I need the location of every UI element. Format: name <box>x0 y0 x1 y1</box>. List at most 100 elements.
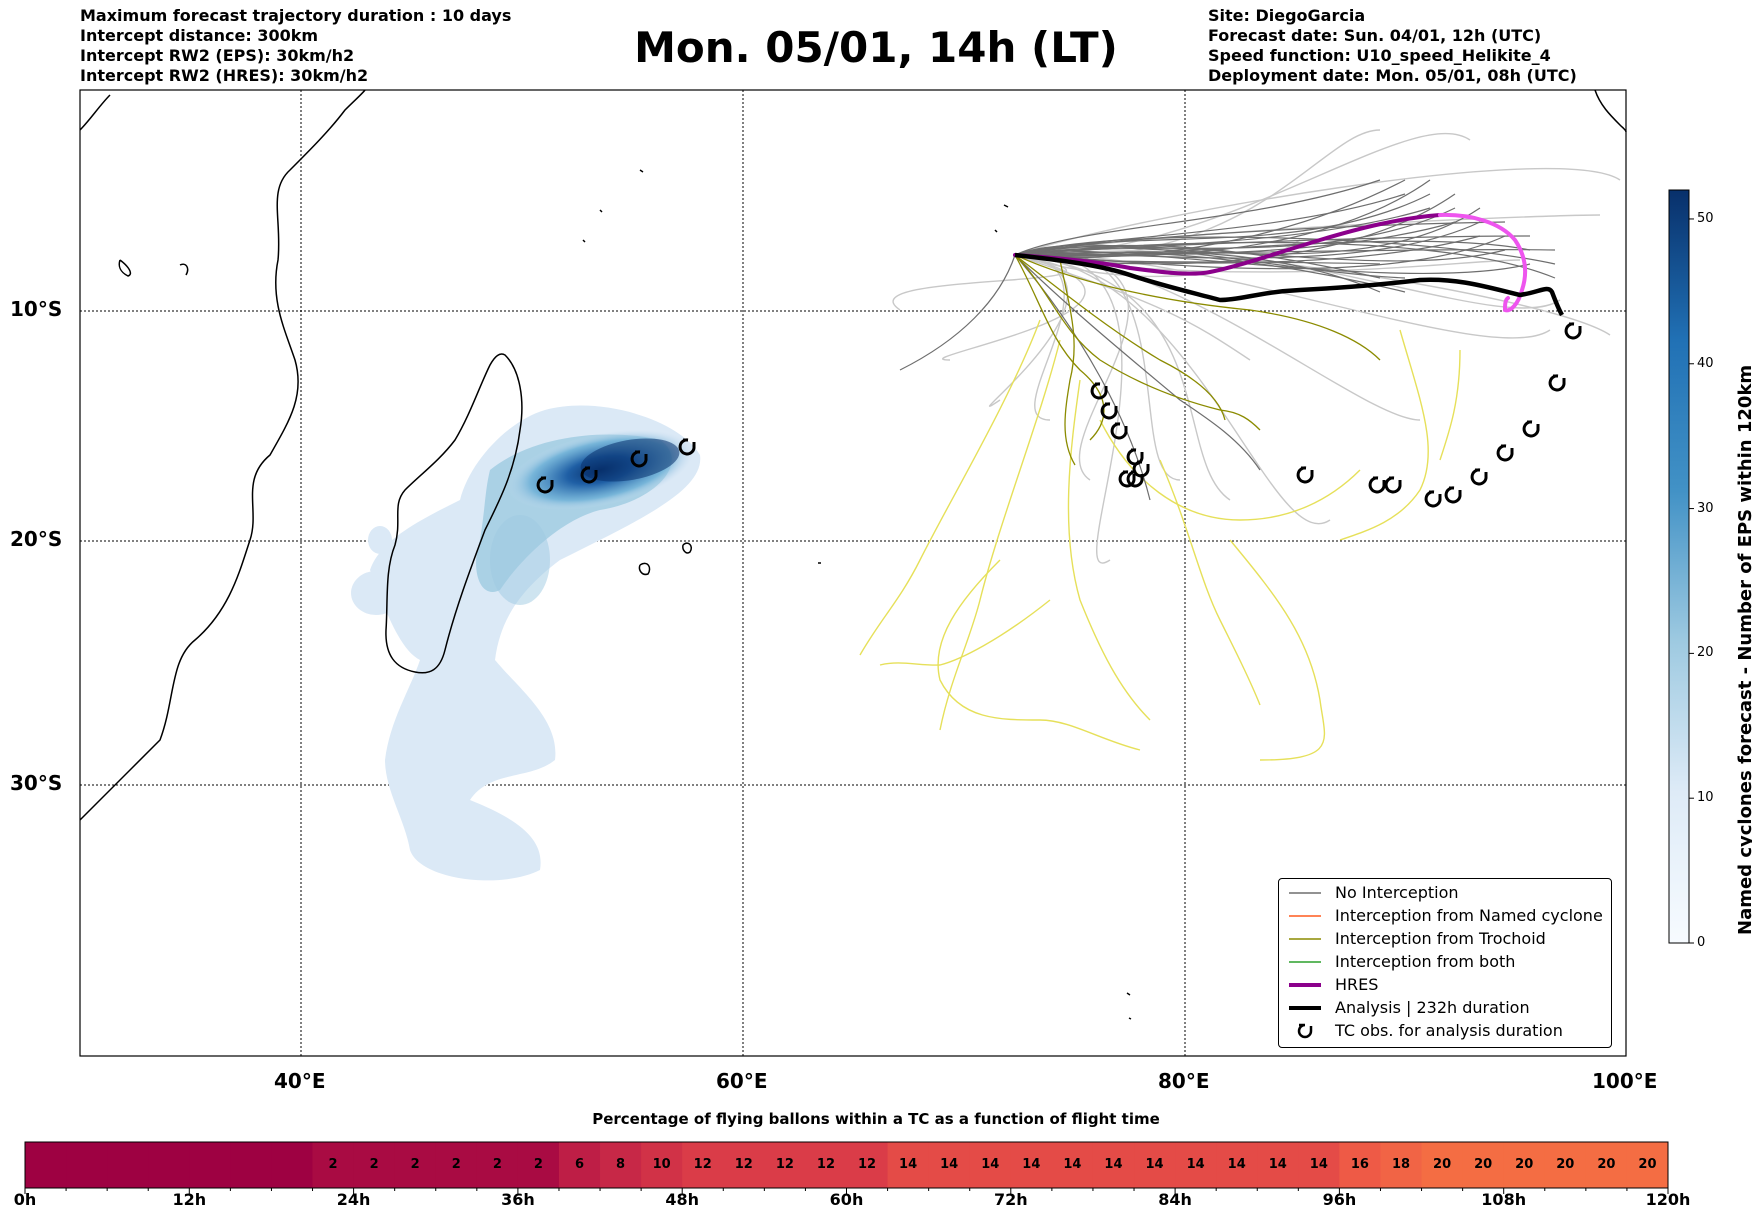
percentage-cell <box>1010 1142 1053 1188</box>
site-text: Site: DiegoGarcia <box>1208 6 1366 25</box>
percentage-value-label: 12 <box>775 1157 794 1172</box>
percentage-cell <box>1092 1142 1135 1188</box>
percentage-bar-tick-label: 72h <box>993 1190 1028 1209</box>
cyclone-icon <box>678 438 696 456</box>
percentage-cell <box>230 1142 272 1188</box>
percentage-cell <box>1175 1142 1217 1188</box>
intercept-distance-text: Intercept distance: 300km <box>80 26 319 45</box>
percentage-bar-title: Percentage of flying ballons within a TC… <box>592 1110 1160 1128</box>
percentage-cell <box>805 1142 847 1188</box>
legend-label: TC obs. for analysis duration <box>1335 1021 1563 1040</box>
legend-label: Interception from Trochoid <box>1335 929 1546 948</box>
legend-item-no-interception: No Interception <box>1285 882 1605 904</box>
eps-trochoid-trajectory <box>1014 254 1226 421</box>
lon-label-60e: 60°E <box>716 1069 768 1093</box>
percentage-cell <box>353 1142 396 1188</box>
eps-no-interception-trajectory <box>1014 251 1406 293</box>
legend-swatch-hres <box>1289 983 1321 987</box>
site-info: Site: DiegoGarcia Forecast date: Sun. 04… <box>1208 6 1577 86</box>
colorbar-tick-label: 0 <box>1697 935 1706 950</box>
percentage-value-label: 12 <box>693 1157 712 1172</box>
percentage-cell <box>435 1142 478 1188</box>
lon-label-100e: 100°E <box>1592 1069 1658 1093</box>
eps-no-interception-trajectory <box>1014 240 1531 258</box>
legend-item-hres: HRES <box>1285 974 1605 996</box>
percentage-value-label: 14 <box>1022 1157 1041 1172</box>
cyclone-icon <box>1110 422 1128 440</box>
cyclone-icon <box>1564 322 1582 340</box>
eps-no-interception-trajectory <box>1014 254 1261 471</box>
cyclone-icon <box>1424 490 1442 508</box>
eps-trochoid-light-trajectory <box>1099 419 1361 521</box>
cyclone-icon <box>630 450 648 468</box>
coastlines <box>79 89 1627 1020</box>
eps-no-interception-trajectory <box>1014 179 1381 256</box>
percentage-cell <box>600 1142 642 1188</box>
percentage-cell <box>723 1142 765 1188</box>
intercept-eps-text: Intercept RW2 (EPS): 30km/h2 <box>80 46 355 65</box>
cyclone-icon <box>1297 1023 1313 1039</box>
tc-observations <box>536 322 1582 508</box>
percentage-cell <box>928 1142 971 1188</box>
eps-trochoid-interception-trajectories <box>1014 254 1381 466</box>
lon-label-80e: 80°E <box>1158 1069 1210 1093</box>
cyclone-icon <box>1522 420 1540 438</box>
percentage-value-label: 2 <box>492 1157 502 1172</box>
legend-label: HRES <box>1335 975 1379 994</box>
percentage-value-label: 14 <box>899 1157 918 1172</box>
percentage-value-label: 12 <box>816 1157 835 1172</box>
hres-path-tail <box>1438 212 1528 313</box>
cyclone-icon <box>1296 466 1314 484</box>
colorbar-tick-label: 30 <box>1697 500 1714 516</box>
eps-trochoid-light-trajectory <box>1067 379 1151 721</box>
percentage-cell <box>394 1142 437 1188</box>
percentage-cell <box>1380 1142 1423 1188</box>
cyclone-icon <box>536 476 554 494</box>
eps-no-interception-trajectory <box>1014 244 1381 279</box>
legend-swatch-no-interception <box>1289 892 1321 894</box>
cyclone-icon <box>1444 486 1462 504</box>
percentage-value-label: 2 <box>369 1157 379 1172</box>
percentage-value-label: 20 <box>1556 1157 1575 1172</box>
percentage-bar <box>25 1142 1669 1188</box>
percentage-value-label: 20 <box>1597 1157 1616 1172</box>
hres-path <box>1013 213 1442 276</box>
percentage-bar-tick-label: 120h <box>1645 1190 1691 1209</box>
percentage-cell <box>66 1142 108 1188</box>
eps-trochoid-light-trajectory <box>1339 329 1429 541</box>
speed-function-text: Speed function: U10_speed_Helikite_4 <box>1208 46 1551 65</box>
percentage-value-label: 14 <box>1145 1157 1164 1172</box>
legend-item-both: Interception from both <box>1285 951 1605 973</box>
seychelles-islands <box>582 169 644 243</box>
percentage-cell <box>1626 1142 1669 1188</box>
cyclone-icon <box>1368 476 1386 494</box>
percentage-bar-tick-label: 84h <box>1158 1190 1192 1209</box>
analysis-path <box>1014 252 1564 317</box>
max-duration-text: Maximum forecast trajectory duration : 1… <box>80 6 512 25</box>
percentage-cell <box>1544 1142 1587 1188</box>
percentage-cell <box>846 1142 889 1188</box>
percentage-bar-tick-label: 108h <box>1481 1190 1527 1209</box>
percentage-bar-tick-label: 60h <box>829 1190 864 1209</box>
percentage-cell <box>1257 1142 1299 1188</box>
percentage-value-label: 14 <box>1309 1157 1328 1172</box>
percentage-cell <box>1421 1142 1464 1188</box>
percentage-cell <box>517 1142 560 1188</box>
percentage-value-label: 2 <box>451 1157 461 1172</box>
small-islands-south <box>818 562 1132 1020</box>
percentage-value-label: 20 <box>1515 1157 1534 1172</box>
percentage-cell <box>682 1142 724 1188</box>
percentage-value-label: 12 <box>857 1157 877 1172</box>
percentage-cell <box>107 1142 149 1188</box>
eps-no-interception-trajectory <box>899 254 1016 371</box>
percentage-cell <box>1339 1142 1381 1188</box>
legend-swatch-analysis <box>1289 1006 1321 1010</box>
colorbar-ticks <box>1689 218 1694 944</box>
map-title: Mon. 05/01, 14h (LT) <box>634 23 1118 72</box>
percentage-bar-ticks <box>24 1188 1669 1194</box>
gridlines <box>80 90 1626 1056</box>
eps-no-interception-trajectory <box>1014 236 1556 265</box>
percentage-value-label: 20 <box>1638 1157 1657 1172</box>
percentage-value-label: 14 <box>1227 1157 1246 1172</box>
